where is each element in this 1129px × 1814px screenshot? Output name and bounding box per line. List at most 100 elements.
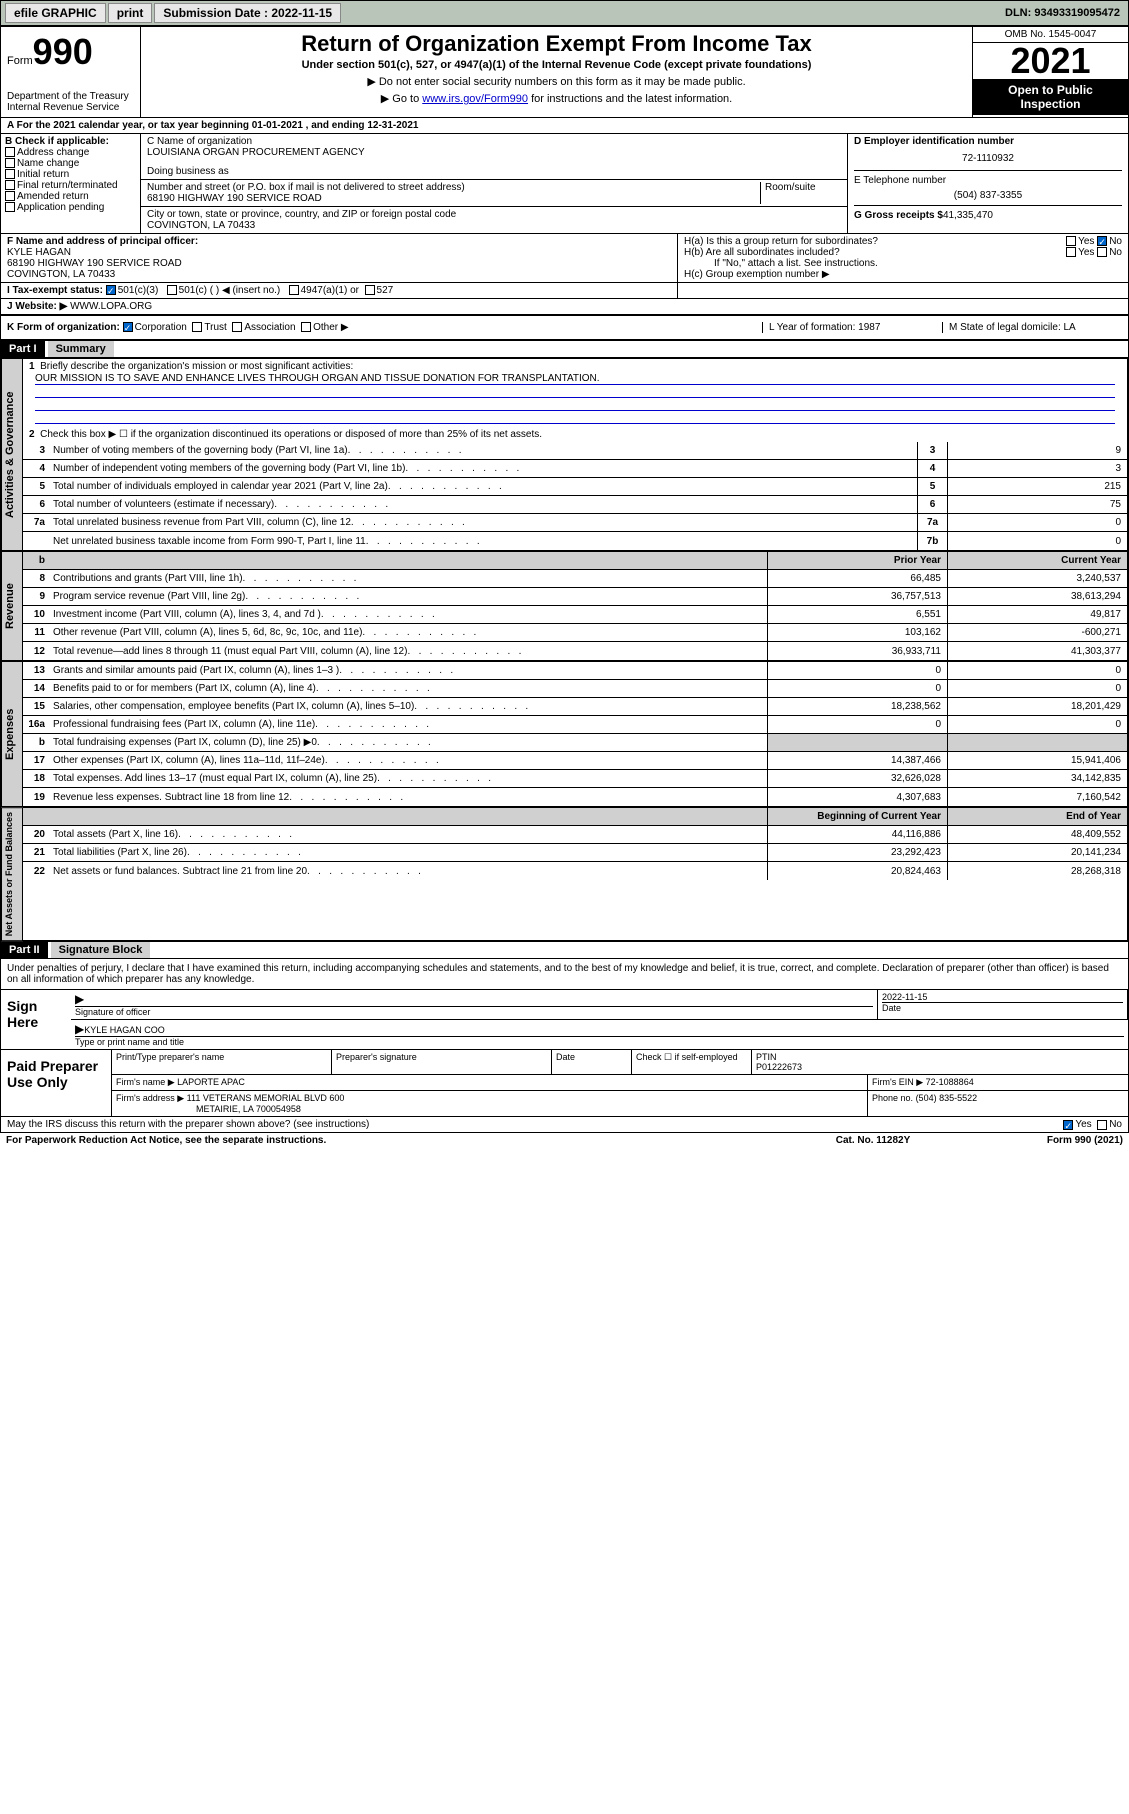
name-title-label: Type or print name and title (75, 1036, 1124, 1047)
part2-title: Signature Block (51, 942, 151, 958)
row-j-label: J Website: ▶ (7, 301, 67, 312)
instruction-2a: ▶ Go to (381, 93, 422, 105)
firm-phone: (504) 835-5522 (916, 1093, 978, 1103)
chk-initial-return[interactable]: Initial return (5, 169, 136, 180)
submission-date-label: Submission Date : 2022-11-15 (154, 3, 341, 23)
chk-amended[interactable]: Amended return (5, 191, 136, 202)
end-year-hdr: End of Year (947, 808, 1127, 825)
vert-netassets: Net Assets or Fund Balances (1, 807, 23, 941)
chk-association[interactable] (232, 322, 242, 332)
gross-value: 41,335,470 (943, 210, 993, 221)
sig-officer-label: Signature of officer (75, 1006, 873, 1017)
ha-yes[interactable] (1066, 236, 1076, 246)
form-title: Return of Organization Exempt From Incom… (149, 31, 964, 57)
q1-text: Briefly describe the organization's miss… (40, 361, 353, 372)
chk-other[interactable] (301, 322, 311, 332)
officer-name: KYLE HAGAN (7, 247, 671, 258)
tax-year: 2021 (973, 43, 1128, 79)
beg-year-hdr: Beginning of Current Year (767, 808, 947, 825)
sign-here-label: Sign Here (1, 990, 71, 1049)
year-formation: L Year of formation: 1987 (762, 322, 942, 333)
state-domicile: M State of legal domicile: LA (942, 322, 1122, 333)
chk-4947[interactable] (289, 285, 299, 295)
form-subtitle: Under section 501(c), 527, or 4947(a)(1)… (149, 59, 964, 71)
org-name: LOUISIANA ORGAN PROCUREMENT AGENCY (147, 147, 841, 158)
mission-text: OUR MISSION IS TO SAVE AND ENHANCE LIVES… (35, 373, 1115, 385)
dba-label: Doing business as (147, 166, 841, 177)
hb-label: H(b) Are all subordinates included? (684, 247, 840, 258)
ptin-label: PTIN (756, 1052, 777, 1062)
form-number: 990 (33, 31, 93, 72)
current-year-hdr: Current Year (947, 552, 1127, 569)
ptin-value: P01222673 (756, 1062, 802, 1072)
form-word: Form (7, 55, 33, 67)
chk-501c3[interactable] (106, 285, 116, 295)
hb-note: If "No," attach a list. See instructions… (684, 258, 1122, 269)
firm-phone-label: Phone no. (872, 1093, 913, 1103)
prep-sig-label: Preparer's signature (332, 1050, 552, 1074)
vert-expenses: Expenses (1, 661, 23, 807)
chk-527[interactable] (365, 285, 375, 295)
instruction-2b: for instructions and the latest informat… (528, 93, 732, 105)
officer-name-title: KYLE HAGAN COO (84, 1025, 165, 1035)
chk-name-change[interactable]: Name change (5, 158, 136, 169)
chk-corporation[interactable] (123, 322, 133, 332)
declaration-text: Under penalties of perjury, I declare th… (1, 959, 1128, 990)
org-name-label: C Name of organization (147, 136, 841, 147)
row-a-tax-year: A For the 2021 calendar year, or tax yea… (1, 118, 1128, 134)
part1-badge: Part I (1, 341, 45, 357)
prep-name-label: Print/Type preparer's name (112, 1050, 332, 1074)
gross-label: G Gross receipts $ (854, 210, 943, 221)
part2-badge: Part II (1, 942, 48, 958)
dln-label: DLN: 93493319095472 (1005, 7, 1120, 19)
room-label: Room/suite (761, 182, 841, 204)
form-footer: Form 990 (2021) (973, 1135, 1123, 1146)
q2-text: Check this box ▶ ☐ if the organization d… (40, 429, 542, 440)
vert-revenue: Revenue (1, 551, 23, 661)
phone-value: (504) 837-3355 (854, 190, 1122, 201)
may-irs-no[interactable] (1097, 1120, 1107, 1130)
paid-preparer-label: Paid Preparer Use Only (1, 1050, 111, 1116)
top-toolbar: efile GRAPHIC print Submission Date : 20… (0, 0, 1129, 26)
firm-addr1: 111 VETERANS MEMORIAL BLVD 600 (187, 1093, 345, 1103)
row-k-label: K Form of organization: (7, 322, 120, 333)
hc-label: H(c) Group exemption number ▶ (684, 269, 1122, 280)
ein-label: D Employer identification number (854, 136, 1122, 147)
ein-value: 72-1110932 (854, 153, 1122, 164)
col-b-title: B Check if applicable: (5, 136, 136, 147)
pra-notice: For Paperwork Reduction Act Notice, see … (6, 1135, 773, 1146)
open-public-badge: Open to Public Inspection (973, 79, 1128, 115)
prior-year-hdr: Prior Year (767, 552, 947, 569)
firm-name: LAPORTE APAC (177, 1077, 245, 1087)
irs-link[interactable]: www.irs.gov/Form990 (422, 93, 528, 105)
chk-final-return[interactable]: Final return/terminated (5, 180, 136, 191)
firm-addr-label: Firm's address ▶ (116, 1093, 184, 1103)
hb-no[interactable] (1097, 247, 1107, 257)
part1-header-row: Part I Summary (1, 340, 1128, 358)
print-button[interactable]: print (108, 3, 153, 23)
phone-label: E Telephone number (854, 170, 1122, 186)
vert-governance: Activities & Governance (1, 358, 23, 551)
prep-date-label: Date (552, 1050, 632, 1074)
part1-title: Summary (48, 341, 114, 357)
officer-addr1: 68190 HIGHWAY 190 SERVICE ROAD (7, 258, 671, 269)
hb-yes[interactable] (1066, 247, 1076, 257)
form-container: Form990 Department of the Treasury Inter… (0, 26, 1129, 959)
firm-ein: 72-1088864 (926, 1077, 974, 1087)
instruction-1: ▶ Do not enter social security numbers o… (149, 75, 964, 88)
irs-label: Internal Revenue Service (7, 102, 134, 113)
chk-application-pending[interactable]: Application pending (5, 202, 136, 213)
ha-no[interactable] (1097, 236, 1107, 246)
cat-no: Cat. No. 11282Y (773, 1135, 973, 1146)
firm-ein-label: Firm's EIN ▶ (872, 1077, 923, 1087)
efile-button[interactable]: efile GRAPHIC (5, 3, 106, 23)
check-self-employed[interactable]: Check ☐ if self-employed (632, 1050, 752, 1074)
may-irs-yes[interactable] (1063, 1120, 1073, 1130)
chk-trust[interactable] (192, 322, 202, 332)
website-value: WWW.LOPA.ORG (70, 301, 152, 312)
chk-501c[interactable] (167, 285, 177, 295)
chk-address-change[interactable]: Address change (5, 147, 136, 158)
officer-addr2: COVINGTON, LA 70433 (7, 269, 671, 280)
row-i-label: I Tax-exempt status: (7, 285, 103, 296)
officer-label: F Name and address of principal officer: (7, 236, 671, 247)
